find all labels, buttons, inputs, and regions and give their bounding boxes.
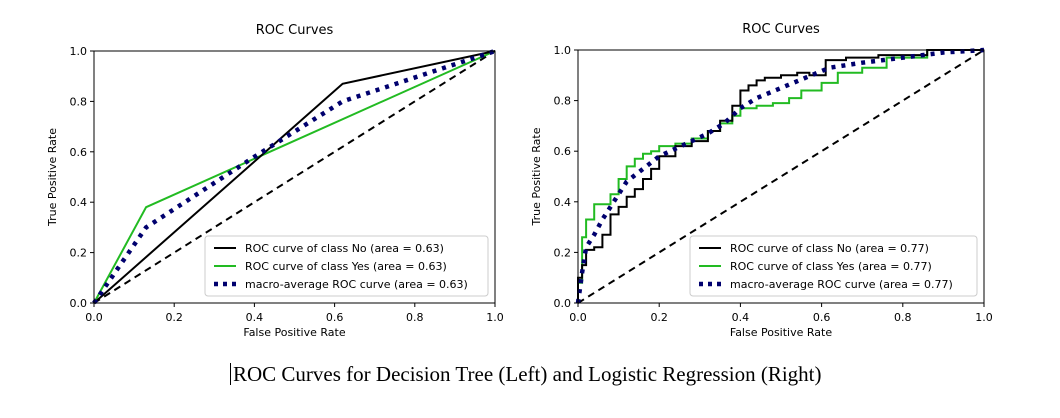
x-axis-label: False Positive Rate <box>243 326 345 339</box>
legend-label: macro-average ROC curve (area = 0.63) <box>245 278 468 291</box>
figure-caption-text: ROC Curves for Decision Tree (Left) and … <box>233 362 822 386</box>
legend-label: ROC curve of class No (area = 0.63) <box>245 242 444 255</box>
x-tick-label: 0.8 <box>894 311 912 324</box>
legend-box <box>689 235 978 297</box>
plot-frame <box>93 50 496 304</box>
legend-box <box>204 235 489 297</box>
macro-average-line <box>92 48 496 305</box>
y-tick-label: 0.2 <box>554 246 572 259</box>
text-cursor <box>230 363 231 385</box>
x-tick-label: 1.0 <box>486 311 504 324</box>
macro-average-line <box>575 47 985 304</box>
x-tick-label: 0.4 <box>732 311 750 324</box>
legend: ROC curve of class No (area = 0.63) ROC c… <box>204 235 489 297</box>
plot-frame <box>577 49 985 304</box>
y-tick-label: 0.4 <box>70 196 88 209</box>
chart-2: 0.0 0.2 0.4 0.6 0.8 1.0 0.0 0.2 0.4 0.6 0.8 1.0 ROC … <box>530 22 993 339</box>
class-no-line <box>93 50 496 304</box>
chance-diagonal-line <box>93 50 496 304</box>
y-tick-label: 0.4 <box>554 196 572 209</box>
x-tick-label: 1.0 <box>975 311 993 324</box>
y-tick-label: 0.8 <box>70 95 88 108</box>
x-tick-label: 0.4 <box>246 311 264 324</box>
legend-label: ROC curve of class Yes (area = 0.77) <box>730 260 932 273</box>
legend-label: ROC curve of class Yes (area = 0.63) <box>245 260 447 273</box>
legend-label: macro-average ROC curve (area = 0.77) <box>730 278 953 291</box>
x-tick-label: 0.6 <box>813 311 831 324</box>
y-tick-label: 1.0 <box>554 44 572 57</box>
x-tick-label: 0.0 <box>569 311 587 324</box>
chance-diagonal-line <box>577 49 985 304</box>
chart-1: 0.0 0.2 0.4 0.6 0.8 1.0 0.0 0.2 0.4 0.6 0.8 1.0 ROC … <box>46 23 504 339</box>
y-axis-label: True Positive Rate <box>46 128 59 227</box>
class-no-line <box>577 49 984 303</box>
y-tick-label: 0.0 <box>554 297 572 310</box>
y-tick-label: 1.0 <box>70 45 88 58</box>
x-tick-label: 0.2 <box>165 311 183 324</box>
legend: ROC curve of class No (area = 0.77) ROC c… <box>689 235 978 297</box>
y-axis-label: True Positive Rate <box>530 127 543 226</box>
chart-title: ROC Curves <box>742 22 820 37</box>
x-axis-label: False Positive Rate <box>730 326 832 339</box>
y-tick-label: 0.6 <box>70 146 88 159</box>
figure-caption: ROC Curves for Decision Tree (Left) and … <box>230 362 822 387</box>
class-yes-line <box>93 50 496 304</box>
y-tick-label: 0.8 <box>554 95 572 108</box>
y-tick-label: 0.2 <box>70 247 88 260</box>
x-tick-label: 0.0 <box>85 311 103 324</box>
y-tick-label: 0.6 <box>554 145 572 158</box>
y-tick-label: 0.0 <box>70 297 88 310</box>
legend-label: ROC curve of class No (area = 0.77) <box>730 242 929 255</box>
x-tick-label: 0.8 <box>406 311 424 324</box>
x-tick-label: 0.6 <box>326 311 344 324</box>
x-tick-label: 0.2 <box>650 311 668 324</box>
chart-title: ROC Curves <box>256 23 334 38</box>
